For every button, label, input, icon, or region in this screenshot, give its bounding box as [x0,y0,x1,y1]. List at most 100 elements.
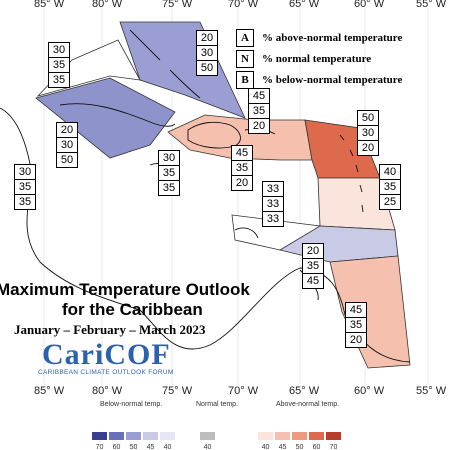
scale-above-value: 40 [262,444,270,450]
prob-normal: 30 [358,126,378,141]
prob-below: 35 [52,74,66,86]
lon-label-bottom: 55° W [416,385,447,397]
scale-below-swatch [126,432,141,440]
lon-label-bottom: 75° W [162,385,193,397]
scale-below-value: 60 [113,444,121,450]
lon-label-bottom: 70° W [228,385,259,397]
prob-normal: 35 [15,180,35,195]
caricof-logo: CariCOF [42,338,171,371]
legend-text: % below-normal temperature [262,73,403,86]
scale-above-label: Above-normal temp. [276,401,340,408]
prob-below: 50 [60,154,74,166]
lon-label-top: 65° W [289,0,320,10]
legend-text: % above-normal temperature [262,31,403,44]
prob-below: 20 [349,334,363,346]
scale-above-value: 50 [296,444,304,450]
scale-above-swatch [309,432,324,440]
prob-below: 20 [235,177,249,189]
region-cuba [35,77,176,159]
scale-below-swatch [160,432,175,440]
prob-box-hispaniola-south: 45 35 20 [231,145,253,191]
lon-label-bottom: 60° W [354,385,385,397]
scale-below-swatch [143,432,158,440]
prob-box-hispaniola: 45 35 20 [248,88,270,134]
prob-below: 35 [18,196,32,208]
prob-below: 20 [361,142,375,154]
scale-normal-value: 40 [204,444,212,450]
lon-label-bottom: 65° W [289,385,320,397]
lon-label-bottom: 80° W [92,385,123,397]
prob-box-central: 33 33 33 [262,181,284,227]
prob-box-jamaica-west: 30 35 35 [158,150,180,196]
scale-below-value: 50 [130,444,138,450]
scale-below-swatch [92,432,107,440]
prob-below: 33 [266,213,280,225]
map-title: Maximum Temperature Outlook [0,280,250,299]
prob-above: 30 [159,151,179,166]
prob-above: 40 [380,165,400,180]
scale-normal-swatch [200,432,215,440]
prob-above: 20 [303,244,323,259]
scale-below-value: 45 [147,444,155,450]
prob-below: 20 [252,120,266,132]
prob-box-leeward: 50 30 20 [357,110,379,156]
prob-above: 45 [346,303,366,318]
lon-label-bottom: 85° W [34,385,65,397]
prob-box-florida-east: 30 35 35 [14,164,36,210]
scale-normal-label: Normal temp. [196,401,239,408]
scale-above-swatch [275,432,290,440]
prob-below: 25 [383,196,397,208]
lon-label-top: 60° W [354,0,385,10]
prob-below: 50 [200,62,214,74]
legend-text: % normal temperature [262,52,372,65]
scale-below-value: 70 [96,444,104,450]
prob-box-cuba: 20 30 50 [56,122,78,168]
lon-label-top: 75° W [162,0,193,10]
region-bahamas [119,21,246,119]
scale-above-swatch [326,432,341,440]
scale-below-swatch [109,432,124,440]
prob-normal: 35 [249,104,269,119]
caricof-logo-subtitle: CARIBBEAN CLIMATE OUTLOOK FORUM [38,369,174,376]
prob-above: 33 [263,182,283,197]
lon-label-top: 55° W [416,0,447,10]
prob-normal: 30 [57,138,77,153]
forecast-period: January – February – March 2023 [14,322,206,337]
scale-above-value: 70 [330,444,338,450]
scale-above-swatch [292,432,307,440]
scale-below-value: 40 [164,444,172,450]
legend-key: B [236,70,254,89]
legend-key: A [236,28,254,47]
prob-above: 30 [49,43,69,58]
prob-box-bahamas: 20 30 50 [196,30,218,76]
prob-below: 45 [306,275,320,287]
prob-normal: 35 [346,318,366,333]
prob-normal: 35 [49,58,69,73]
prob-box-windward: 40 35 25 [379,164,401,210]
map-legend: A % above-normal temperature N % normal te… [236,27,402,90]
scale-above-value: 60 [313,444,321,450]
prob-above: 20 [197,31,217,46]
prob-box-abc: 20 35 45 [302,243,324,289]
prob-normal: 35 [380,180,400,195]
prob-above: 20 [57,123,77,138]
prob-normal: 33 [263,197,283,212]
prob-above: 50 [358,111,378,126]
prob-below: 35 [162,182,176,194]
prob-above: 30 [15,165,35,180]
color-scale: 70 60 50 45 40 40 40 45 50 60 70 [92,432,341,450]
prob-above: 45 [249,89,269,104]
prob-above: 45 [232,146,252,161]
scale-above-value: 45 [279,444,287,450]
scale-below-label: Below-normal temp. [100,401,163,408]
lon-label-top: 70° W [228,0,259,10]
prob-box-gulf-west: 30 35 35 [48,42,70,88]
prob-normal: 30 [197,46,217,61]
scale-above-swatch [258,432,273,440]
prob-normal: 35 [303,259,323,274]
lon-label-top: 85° W [34,0,65,10]
prob-normal: 35 [159,166,179,181]
map-title-line2: for the Caribbean [62,300,203,319]
prob-normal: 35 [232,161,252,176]
region-guianas [329,255,411,369]
